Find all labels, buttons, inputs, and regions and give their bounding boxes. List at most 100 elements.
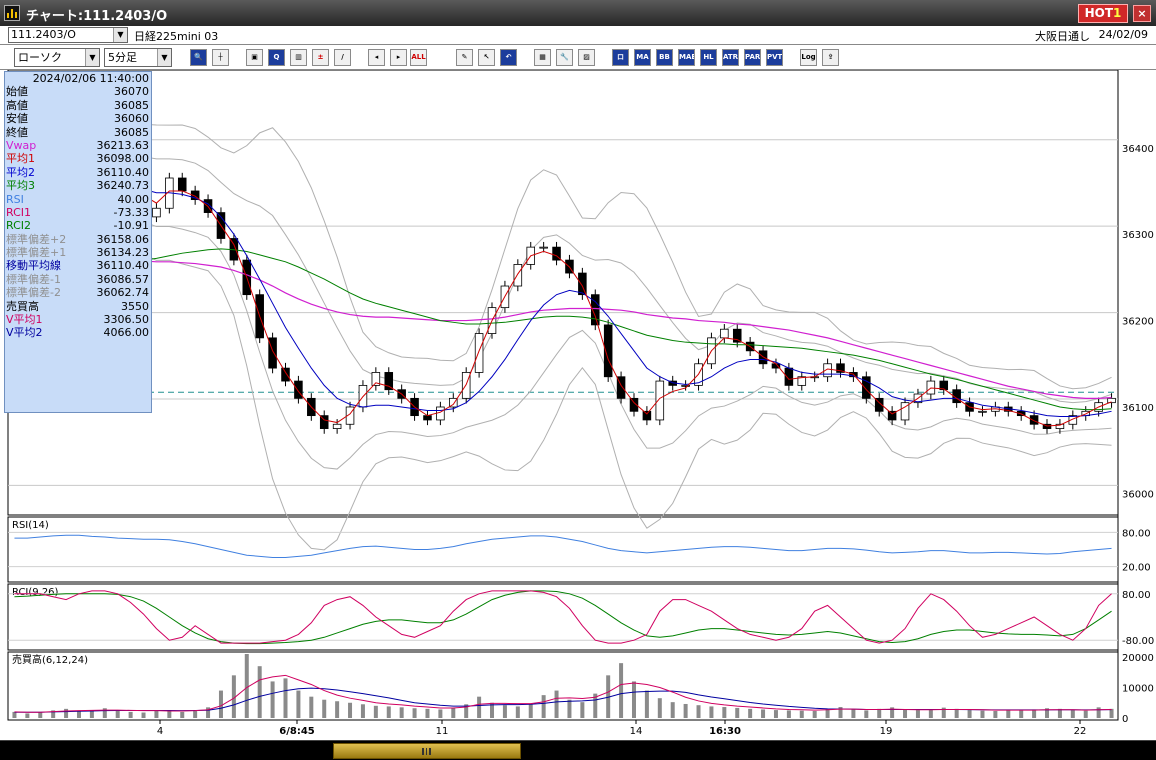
volume-bar (657, 698, 662, 718)
volume-bar (1096, 707, 1101, 718)
ohlc-row: RSI 40.00 (5, 193, 151, 206)
candle-body (474, 333, 484, 373)
log-button[interactable]: Log (800, 49, 817, 66)
time-tick-label: 4 (157, 726, 163, 737)
ohlc-value: -10.91 (113, 219, 149, 233)
symbol-bar: 111.2403/O ▼ 日経225mini 03 大阪日通し 24/02/09 (0, 26, 1156, 45)
chart-type-select[interactable]: ローソク ▼ (14, 48, 100, 67)
mae-button[interactable]: MAE (678, 49, 695, 66)
ohlc-row: RCI1 -73.33 (5, 206, 151, 219)
cursor-icon[interactable]: ↖ (478, 49, 495, 66)
all-button[interactable]: ALL (410, 49, 427, 66)
symbol-select[interactable]: 111.2403/O ▼ (8, 27, 128, 43)
export-icon[interactable]: ⇪ (822, 49, 839, 66)
ohlc-row: Vwap 36213.63 (5, 139, 151, 152)
volume-tick-label: 20000 (1122, 653, 1154, 664)
volume-bar (12, 711, 17, 718)
ma-button[interactable]: MA (634, 49, 651, 66)
ohlc-row: 安値 36060 (5, 112, 151, 125)
prev-icon[interactable]: ◂ (368, 49, 385, 66)
grid-icon[interactable]: ▦ (534, 49, 551, 66)
ohlc-info-panel: 2024/02/06 11:40:00 始値 36070 高値 36085 安値 3606… (4, 71, 152, 413)
ohlc-value: 36085 (114, 125, 149, 139)
volume-bar (761, 709, 766, 718)
volume-bar (941, 707, 946, 718)
candle-body (1107, 397, 1116, 404)
palette-icon[interactable]: ▨ (578, 49, 595, 66)
candle-body (655, 380, 665, 421)
volume-bar (773, 710, 778, 718)
chart-canvas[interactable]: 36400 36300 36200 36100 36000 RSI(14) 80.00 20.… (0, 70, 1156, 740)
title-bar[interactable]: チャート:111.2403/O HOT1 × (0, 0, 1156, 26)
wrench-icon[interactable]: 🔧 (556, 49, 573, 66)
price-tick-label: 36000 (1122, 489, 1154, 500)
volume-tick-label: 0 (1122, 714, 1128, 725)
scrollbar-thumb[interactable] (333, 743, 521, 759)
volume-bar (954, 708, 959, 718)
moving-average-2-line (14, 186, 1112, 417)
ohlc-value: 36158.06 (96, 232, 150, 246)
pvt-button[interactable]: PVT (766, 49, 783, 66)
volume-bar (206, 707, 211, 718)
ohlc-label: 平均1 (6, 152, 35, 166)
volume-bar (89, 710, 94, 718)
hl-button[interactable]: HL (700, 49, 717, 66)
hot-label: HOT (1084, 6, 1114, 20)
draw-line-icon[interactable]: ✎ (456, 49, 473, 66)
split-icon[interactable]: ± (312, 49, 329, 66)
ohlc-value: 3306.50 (103, 313, 150, 327)
candle-body (371, 372, 381, 386)
ohlc-label: V平均1 (6, 313, 43, 327)
volume-bar (683, 703, 688, 718)
time-tick-label: 19 (880, 726, 893, 737)
hot-button[interactable]: HOT1 (1078, 4, 1128, 23)
candle-body (952, 389, 961, 404)
chevron-down-icon[interactable]: ▼ (157, 49, 171, 66)
next-icon[interactable]: ▸ (390, 49, 407, 66)
ohlc-datetime: 2024/02/06 11:40:00 (32, 72, 149, 85)
rci2-line (14, 590, 1112, 645)
ohlc-label: 標準偏差+1 (6, 246, 67, 260)
volume-bar (490, 702, 495, 718)
volume-bar (696, 705, 701, 718)
rci1-line (14, 590, 1112, 644)
volume-tick-label: 10000 (1122, 684, 1154, 695)
ohlc-row: 始値 36070 (5, 85, 151, 98)
ohlc-value: 36134.23 (96, 246, 150, 260)
volume-bar (606, 675, 611, 718)
chevron-down-icon[interactable]: ▼ (85, 49, 99, 66)
current-date: 24/02/09 (1098, 28, 1148, 41)
volume-bar (128, 711, 133, 718)
volume-bar (799, 710, 804, 718)
bar-chart-icon[interactable]: ▥ (290, 49, 307, 66)
undo-icon[interactable]: ↶ (500, 49, 517, 66)
chevron-down-icon[interactable]: ▼ (113, 28, 127, 42)
volume-bar (115, 710, 120, 718)
chart-area[interactable]: 36400 36300 36200 36100 36000 RSI(14) 80.00 20.… (0, 70, 1156, 740)
atr-button[interactable]: ATR (722, 49, 739, 66)
candle-icon[interactable]: ▣ (246, 49, 263, 66)
crosshair-icon[interactable]: ┼ (212, 49, 229, 66)
ohlc-row: RCI2 -10.91 (5, 219, 151, 232)
time-scrollbar[interactable] (0, 740, 1156, 760)
interval-select[interactable]: 5分足 ▼ (104, 48, 172, 67)
candle-body (539, 246, 548, 249)
market-name: 大阪日通し (1035, 30, 1090, 43)
bb-button[interactable]: BB (656, 49, 673, 66)
volume-bar (915, 710, 920, 718)
ohlc-row: 平均2 36110.40 (5, 166, 151, 179)
interval-value: 5分足 (108, 51, 137, 64)
volume-bar (670, 702, 675, 718)
candle-body (823, 363, 832, 378)
hot-number: 1 (1113, 6, 1122, 20)
volume-bar (1045, 708, 1050, 718)
parabolic-button[interactable]: PAR (744, 49, 761, 66)
volume-bar (335, 701, 340, 718)
magnify-icon[interactable]: Q (268, 49, 285, 66)
volume-bar (244, 654, 249, 718)
pencil-icon[interactable]: / (334, 49, 351, 66)
search-icon[interactable]: 🔍 (190, 49, 207, 66)
candle-indicator-button[interactable]: ロ (612, 49, 629, 66)
close-button[interactable]: × (1133, 5, 1151, 22)
candle-body (1055, 423, 1065, 429)
